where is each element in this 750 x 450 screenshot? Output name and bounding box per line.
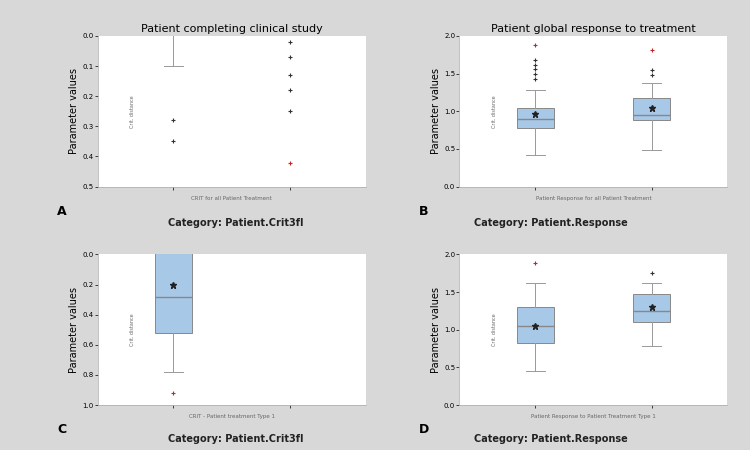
Y-axis label: Parameter values: Parameter values bbox=[431, 287, 441, 373]
Title: Patient global response to treatment: Patient global response to treatment bbox=[491, 24, 696, 34]
Text: Category: Patient.Crit3fl: Category: Patient.Crit3fl bbox=[169, 218, 304, 228]
Text: B: B bbox=[419, 205, 429, 218]
Text: Category: Patient.Response: Category: Patient.Response bbox=[474, 434, 628, 444]
PathPatch shape bbox=[517, 108, 554, 128]
Text: Crit. distance: Crit. distance bbox=[130, 95, 135, 128]
Title: Patient completing clinical study: Patient completing clinical study bbox=[141, 24, 322, 34]
Text: C: C bbox=[57, 423, 67, 436]
Text: A: A bbox=[57, 205, 67, 218]
X-axis label: CRIT - Patient treatment Type 1: CRIT - Patient treatment Type 1 bbox=[188, 414, 274, 419]
Text: Crit. distance: Crit. distance bbox=[130, 313, 135, 346]
X-axis label: Patient Response for all Patient Treatment: Patient Response for all Patient Treatme… bbox=[536, 196, 651, 201]
Text: Category: Patient.Response: Category: Patient.Response bbox=[474, 218, 628, 228]
PathPatch shape bbox=[154, 227, 192, 333]
PathPatch shape bbox=[633, 293, 670, 322]
PathPatch shape bbox=[517, 307, 554, 343]
Y-axis label: Parameter values: Parameter values bbox=[431, 68, 441, 154]
Text: Crit. distance: Crit. distance bbox=[492, 95, 496, 128]
X-axis label: Patient Response to Patient Treatment Type 1: Patient Response to Patient Treatment Ty… bbox=[531, 414, 656, 419]
Y-axis label: Parameter values: Parameter values bbox=[69, 68, 80, 154]
PathPatch shape bbox=[272, 167, 308, 221]
PathPatch shape bbox=[154, 0, 192, 12]
Text: Crit. distance: Crit. distance bbox=[492, 313, 496, 346]
Text: Category: Patient.Crit3fl: Category: Patient.Crit3fl bbox=[169, 434, 304, 444]
X-axis label: CRIT for all Patient Treatment: CRIT for all Patient Treatment bbox=[191, 196, 272, 201]
Y-axis label: Parameter values: Parameter values bbox=[69, 287, 80, 373]
Text: D: D bbox=[419, 423, 430, 436]
PathPatch shape bbox=[633, 98, 670, 120]
